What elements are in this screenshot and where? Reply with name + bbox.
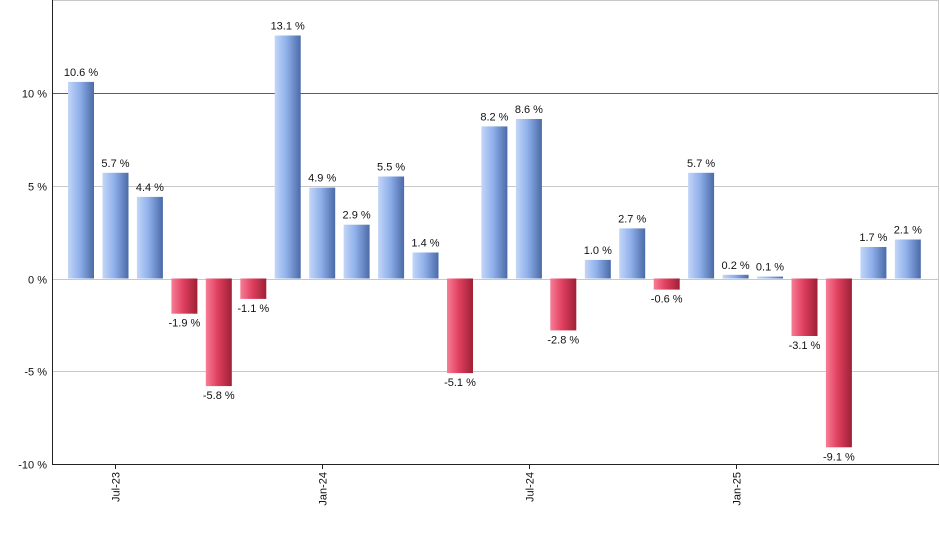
bar-value-label: 8.2 % [480,111,508,123]
x-tick-label: Jan-25 [732,472,744,506]
bar-positive [68,81,94,279]
y-tick-label: -10 % [18,460,47,472]
bar-value-label: 5.7 % [687,158,715,170]
bar-positive [860,247,887,279]
bar-negative [205,278,232,387]
bar-positive [515,119,542,279]
bars [68,35,921,448]
bar-value-label: -1.1 % [237,303,269,315]
bar-positive [894,239,921,279]
bar-value-label: 4.9 % [308,173,336,185]
x-tick-label: Jul-24 [525,472,537,502]
bar-value-label: 5.5 % [377,162,405,174]
bar-negative [791,278,818,336]
bar-positive [688,172,715,279]
bar-value-label: 13.1 % [271,21,305,33]
bar-value-label: -3.1 % [789,340,821,352]
bar-negative [240,278,267,299]
bar-value-label: -5.8 % [203,390,235,402]
bar-value-label: 1.7 % [859,232,887,244]
bar-value-label: -9.1 % [823,451,855,463]
bar-value-label: 1.0 % [584,245,612,257]
bar-negative [171,278,198,314]
bar-value-label: 0.1 % [756,262,784,274]
value-labels: 10.6 % 5.7 % 4.4 % -1.9 % -5.8 % -1.1 % 13.1 %… [64,21,922,464]
bar-value-label: -2.8 % [547,334,579,346]
bar-positive [722,274,749,279]
bar-value-label: -5.1 % [444,377,476,389]
bar-value-label: 4.4 % [136,182,164,194]
bar-positive [102,172,129,279]
bar-value-label: 5.7 % [101,158,129,170]
axes: 10 % 5 % 0 % -5 % -10 % Jul-23 Jan-24 Jul-24 Jan… [18,0,939,506]
bar-negative [653,278,680,290]
y-tick-label: 10 % [22,89,47,101]
bar-value-label: 8.6 % [515,104,543,116]
bar-negative [550,278,577,331]
bar-positive [136,196,163,279]
y-tick-label: 5 % [28,182,47,194]
bar-value-label: 10.6 % [64,67,98,79]
bar-positive [343,224,370,279]
bar-value-label: -0.6 % [651,294,683,306]
bar-positive [481,126,508,279]
bar-value-label: 2.7 % [618,213,646,225]
x-tick-label: Jan-24 [318,472,330,506]
bar-positive [412,252,439,279]
bar-value-label: 0.2 % [722,260,750,272]
y-tick-label: -5 % [24,367,47,379]
bar-value-label: 1.4 % [411,238,439,250]
bar-value-label: 2.9 % [343,210,371,222]
bar-positive [619,228,646,279]
x-tick-label: Jul-23 [111,472,123,502]
bar-value-label: -1.9 % [169,318,201,330]
bar-negative [825,278,852,448]
bar-value-label: 2.1 % [894,225,922,237]
y-tick-label: 0 % [28,275,47,287]
bar-positive [274,35,301,279]
bar-positive [309,187,336,279]
bar-positive [378,176,405,279]
bar-positive [584,259,611,279]
bar-negative [447,278,473,374]
bar-positive [757,276,783,279]
